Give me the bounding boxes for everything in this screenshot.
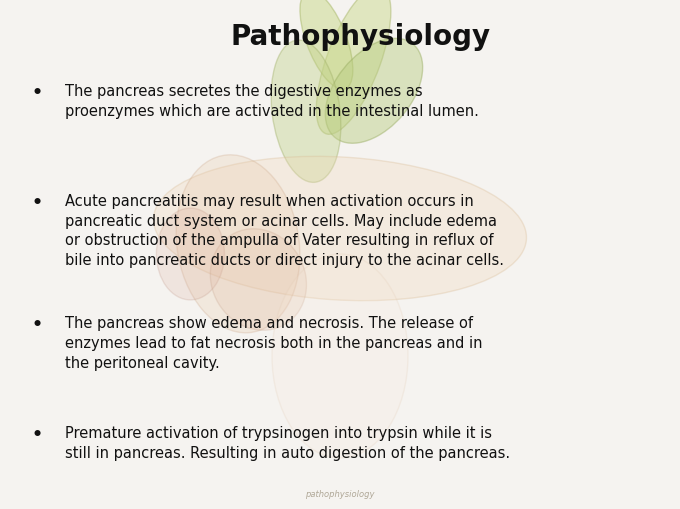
Ellipse shape — [176, 155, 300, 333]
Text: Pathophysiology: Pathophysiology — [231, 23, 490, 51]
Ellipse shape — [154, 157, 526, 301]
Text: The pancreas show edema and necrosis. The release of
enzymes lead to fat necrosi: The pancreas show edema and necrosis. Th… — [65, 316, 482, 370]
Ellipse shape — [272, 254, 408, 458]
Text: The pancreas secretes the digestive enzymes as
proenzymes which are activated in: The pancreas secretes the digestive enzy… — [65, 84, 479, 119]
Text: Premature activation of trypsinogen into trypsin while it is
still in pancreas. : Premature activation of trypsinogen into… — [65, 425, 510, 460]
Text: •: • — [32, 425, 43, 443]
Ellipse shape — [300, 0, 353, 90]
Ellipse shape — [156, 209, 224, 300]
Ellipse shape — [271, 41, 341, 183]
Text: •: • — [32, 84, 43, 102]
Text: Acute pancreatitis may result when activation occurs in
pancreatic duct system o: Acute pancreatitis may result when activ… — [65, 193, 504, 268]
Ellipse shape — [210, 229, 307, 331]
Text: •: • — [32, 316, 43, 333]
Ellipse shape — [325, 39, 423, 144]
Text: •: • — [32, 193, 43, 211]
Ellipse shape — [316, 0, 391, 135]
Text: pathophysiology: pathophysiology — [305, 489, 375, 498]
